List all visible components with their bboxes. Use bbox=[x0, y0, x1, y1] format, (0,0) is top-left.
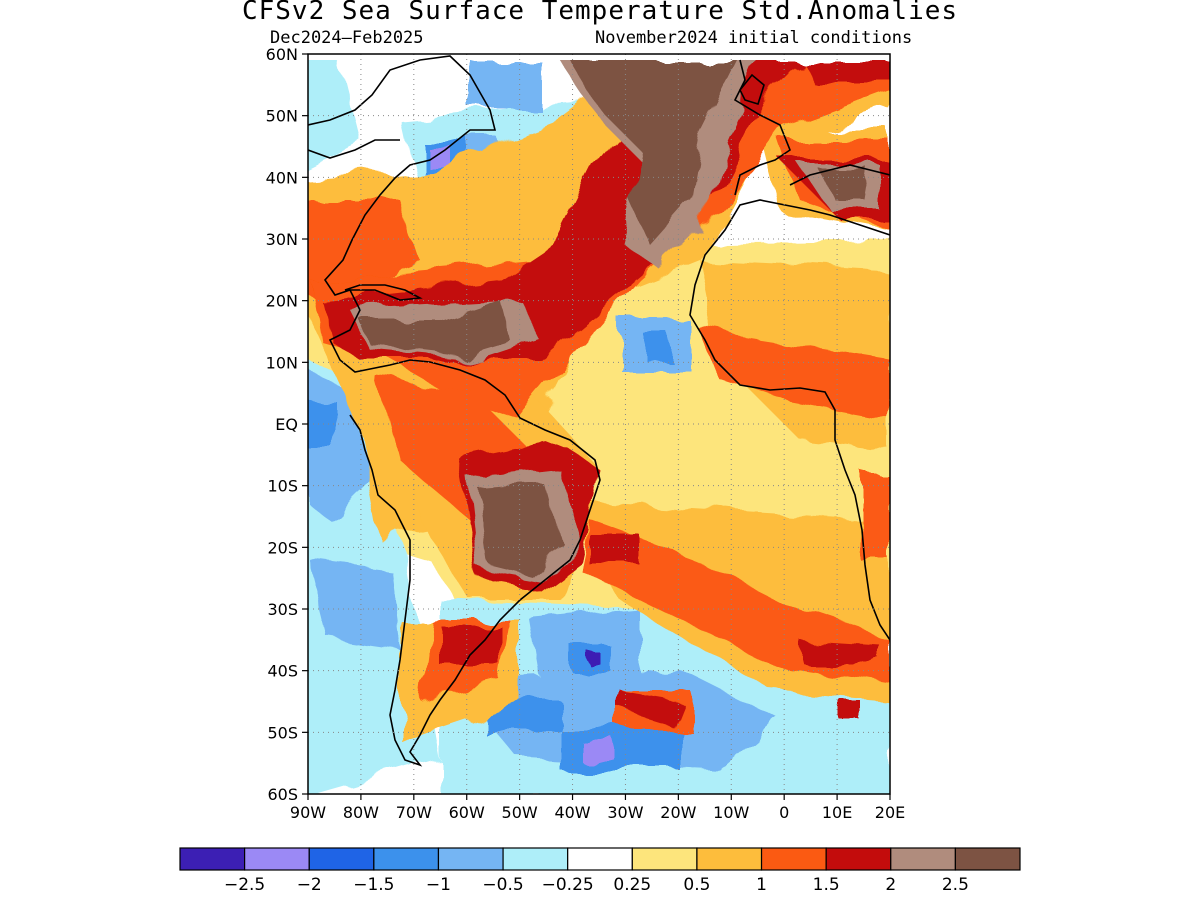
colorbar-label: −2.5 bbox=[224, 875, 265, 895]
lon-tick-label: 0 bbox=[779, 803, 789, 822]
lat-tick-label: EQ bbox=[275, 415, 298, 434]
latitude-axis: 60N 50N 40N 30N 20N 10N EQ 10S 20S 30S 40S 50S 60S bbox=[266, 45, 308, 804]
colorbar-swatch bbox=[631, 847, 698, 871]
lon-tick-label: 70W bbox=[396, 803, 432, 822]
coastlines bbox=[308, 55, 890, 767]
lon-tick-label: 40W bbox=[554, 803, 590, 822]
colorbar-label: −0.25 bbox=[542, 875, 594, 895]
colorbar-label: −1.5 bbox=[353, 875, 394, 895]
lat-tick-label: 40S bbox=[267, 662, 298, 681]
lon-tick-label: 10W bbox=[713, 803, 749, 822]
colorbar-swatch bbox=[244, 847, 310, 871]
lat-tick-label: 40N bbox=[266, 168, 298, 187]
graticule bbox=[308, 54, 890, 794]
colorbar-label: 2.5 bbox=[942, 875, 969, 895]
lat-tick-label: 30N bbox=[266, 230, 298, 249]
anomaly-shading bbox=[308, 54, 890, 794]
colorbar-swatch bbox=[954, 847, 1021, 871]
lat-tick-label: 50S bbox=[267, 723, 298, 742]
colorbar-label: 1.5 bbox=[813, 875, 840, 895]
lat-tick-label: 20N bbox=[266, 292, 298, 311]
forecast-period: Dec2024–Feb2025 bbox=[270, 28, 424, 48]
colorbar-swatch bbox=[890, 847, 956, 871]
colorbar-swatch bbox=[437, 847, 504, 871]
lat-tick-label: 10S bbox=[267, 477, 298, 496]
colorbar-label: 1 bbox=[756, 875, 767, 895]
lon-tick-label: 10E bbox=[822, 803, 852, 822]
lon-tick-label: 20E bbox=[875, 803, 905, 822]
longitude-axis: 90W 80W 70W 60W 50W 40W 30W 20W 10W 0 10E 20E bbox=[290, 794, 905, 822]
initial-conditions: November2024 initial conditions bbox=[595, 28, 913, 48]
colorbar-swatch bbox=[502, 847, 569, 871]
lat-tick-label: 60S bbox=[267, 785, 298, 804]
colorbar-label: 0.25 bbox=[613, 875, 651, 895]
colorbar-label: 2 bbox=[885, 875, 896, 895]
colorbar-swatch bbox=[760, 847, 827, 871]
colorbar-label: −2 bbox=[297, 875, 322, 895]
lat-tick-label: 10N bbox=[266, 353, 298, 372]
colorbar-swatch bbox=[308, 847, 375, 871]
lon-tick-label: 90W bbox=[290, 803, 326, 822]
colorbar-label: −0.5 bbox=[482, 875, 523, 895]
lat-tick-label: 30S bbox=[267, 600, 298, 619]
lon-tick-label: 30W bbox=[607, 803, 643, 822]
colorbar: −2.5 −2 −1.5 −1 −0.5 −0.25 0.25 0.5 1 1.5 2 2.5 bbox=[179, 847, 1021, 895]
lat-tick-label: 20S bbox=[267, 538, 298, 557]
lon-tick-label: 60W bbox=[449, 803, 485, 822]
colorbar-label: 0.5 bbox=[683, 875, 710, 895]
chart-title: CFSv2 Sea Surface Temperature Std.Anomal… bbox=[241, 0, 959, 26]
colorbar-swatch bbox=[373, 847, 440, 871]
colorbar-swatch bbox=[179, 847, 246, 871]
colorbar-swatch bbox=[567, 847, 633, 871]
lon-tick-label: 20W bbox=[660, 803, 696, 822]
lon-tick-label: 80W bbox=[343, 803, 379, 822]
colorbar-swatch bbox=[696, 847, 763, 871]
lon-tick-label: 50W bbox=[502, 803, 538, 822]
colorbar-swatch bbox=[825, 847, 892, 871]
colorbar-label: −1 bbox=[426, 875, 451, 895]
lat-tick-label: 60N bbox=[266, 45, 298, 64]
lat-tick-label: 50N bbox=[266, 107, 298, 126]
